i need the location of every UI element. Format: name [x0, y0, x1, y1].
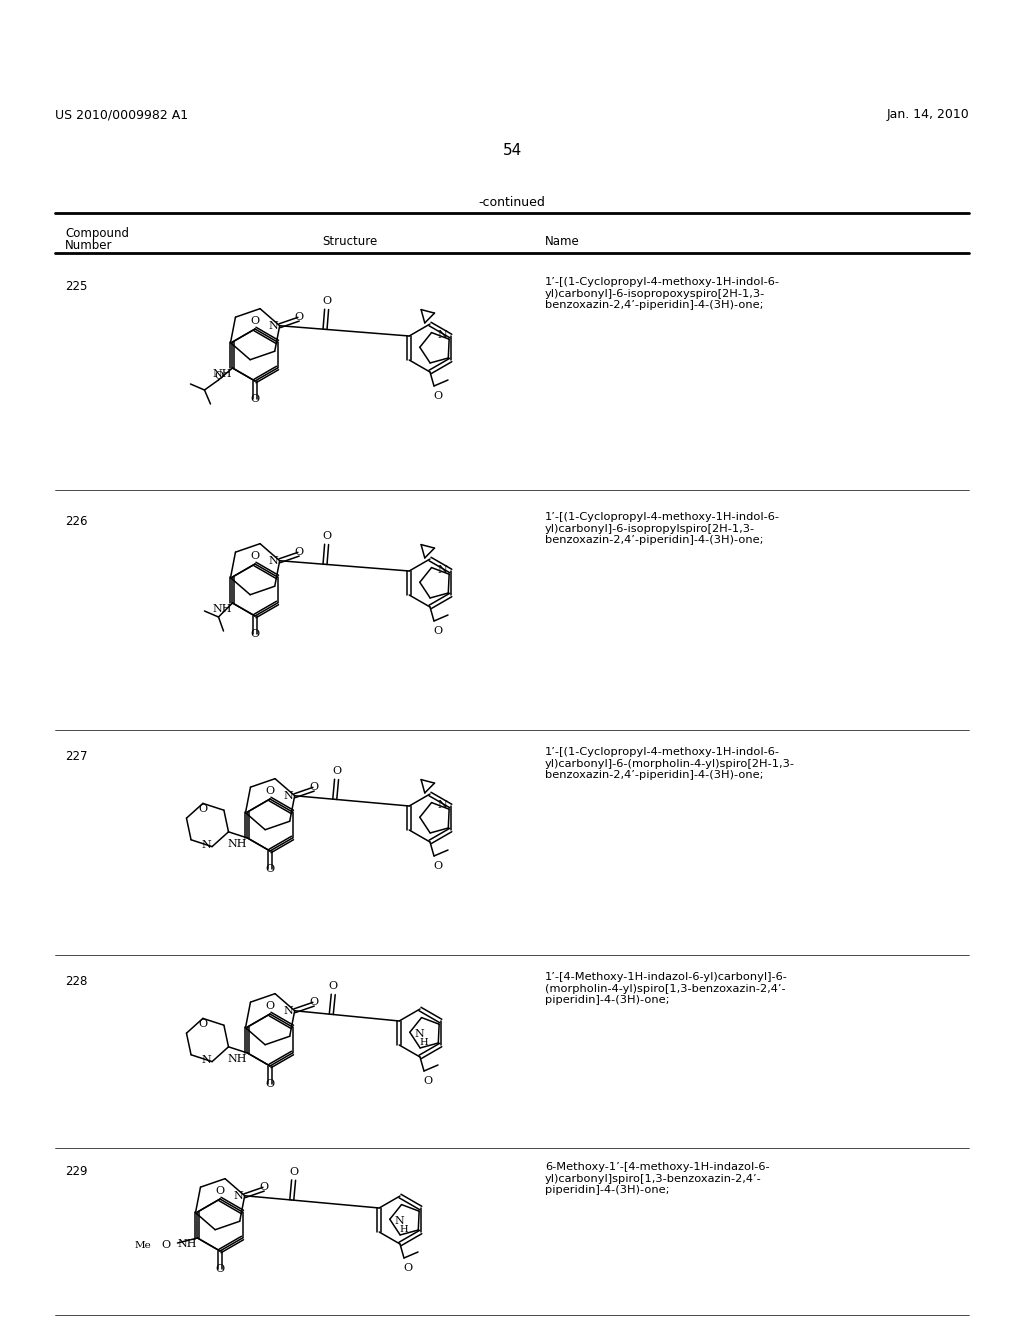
Text: -continued: -continued [478, 195, 546, 209]
Text: Number: Number [65, 239, 113, 252]
Text: O: O [424, 1076, 432, 1086]
Text: 226: 226 [65, 515, 87, 528]
Text: 54: 54 [503, 143, 521, 158]
Text: Me: Me [135, 1241, 152, 1250]
Text: 1’-[(1-Cyclopropyl-4-methoxy-1H-indol-6-
yl)carbonyl]-6-isopropoxyspiro[2H-1,3-
: 1’-[(1-Cyclopropyl-4-methoxy-1H-indol-6-… [545, 277, 780, 310]
Text: O: O [161, 1239, 170, 1250]
Text: O: O [433, 861, 442, 871]
Text: O: O [215, 1265, 224, 1274]
Text: 227: 227 [65, 750, 87, 763]
Text: NH: NH [227, 840, 247, 849]
Text: 1’-[4-Methoxy-1H-indazol-6-yl)carbonyl]-6-
(morpholin-4-yl)spiro[1,3-benzoxazin-: 1’-[4-Methoxy-1H-indazol-6-yl)carbonyl]-… [545, 972, 787, 1006]
Text: O: O [294, 312, 303, 322]
Text: N: N [201, 1055, 211, 1065]
Text: O: O [215, 1185, 224, 1196]
Text: N: N [437, 330, 447, 339]
Text: O: O [309, 781, 318, 792]
Text: N: N [415, 1030, 425, 1039]
Text: O: O [322, 297, 331, 306]
Text: O: O [433, 626, 442, 636]
Text: 1’-[(1-Cyclopropyl-4-methoxy-1H-indol-6-
yl)carbonyl]-6-isopropylspiro[2H-1,3-
b: 1’-[(1-Cyclopropyl-4-methoxy-1H-indol-6-… [545, 512, 780, 545]
Text: NH: NH [177, 1239, 197, 1249]
Text: 229: 229 [65, 1166, 87, 1177]
Text: H: H [420, 1038, 428, 1047]
Text: N: N [269, 556, 279, 566]
Text: Name: Name [545, 235, 580, 248]
Text: 228: 228 [65, 975, 87, 987]
Text: O: O [403, 1263, 413, 1272]
Text: O: O [332, 767, 341, 776]
Text: O: O [214, 371, 223, 381]
Text: O: O [259, 1181, 268, 1192]
Text: O: O [251, 315, 259, 326]
Text: NH: NH [227, 1053, 247, 1064]
Text: N: N [437, 565, 447, 574]
Text: 1’-[(1-Cyclopropyl-4-methoxy-1H-indol-6-
yl)carbonyl]-6-(morpholin-4-yl)spiro[2H: 1’-[(1-Cyclopropyl-4-methoxy-1H-indol-6-… [545, 747, 795, 780]
Text: O: O [265, 1078, 274, 1089]
Text: O: O [251, 550, 259, 561]
Text: US 2010/0009982 A1: US 2010/0009982 A1 [55, 108, 188, 121]
Text: O: O [265, 785, 274, 796]
Text: O: O [294, 546, 303, 557]
Text: N: N [233, 1191, 244, 1201]
Text: N: N [284, 791, 294, 801]
Text: O: O [289, 1167, 298, 1177]
Text: O: O [251, 393, 259, 404]
Text: O: O [199, 1019, 208, 1030]
Text: O: O [309, 997, 318, 1007]
Text: O: O [433, 391, 442, 401]
Text: H: H [399, 1225, 409, 1234]
Text: O: O [251, 630, 259, 639]
Text: N: N [395, 1216, 404, 1226]
Text: N: N [284, 1006, 294, 1015]
Text: N: N [269, 321, 279, 331]
Text: N: N [437, 800, 447, 809]
Text: Jan. 14, 2010: Jan. 14, 2010 [886, 108, 969, 121]
Text: O: O [199, 804, 208, 814]
Text: N: N [201, 840, 211, 850]
Text: Compound: Compound [65, 227, 129, 240]
Text: O: O [329, 981, 338, 991]
Text: NH: NH [212, 370, 231, 379]
Text: NH: NH [212, 605, 231, 614]
Text: 6-Methoxy-1’-[4-methoxy-1H-indazol-6-
yl)carbonyl]spiro[1,3-benzoxazin-2,4’-
pip: 6-Methoxy-1’-[4-methoxy-1H-indazol-6- yl… [545, 1162, 770, 1195]
Text: Structure: Structure [323, 235, 378, 248]
Text: O: O [322, 532, 331, 541]
Text: O: O [265, 1001, 274, 1011]
Text: O: O [265, 865, 274, 874]
Text: 225: 225 [65, 280, 87, 293]
